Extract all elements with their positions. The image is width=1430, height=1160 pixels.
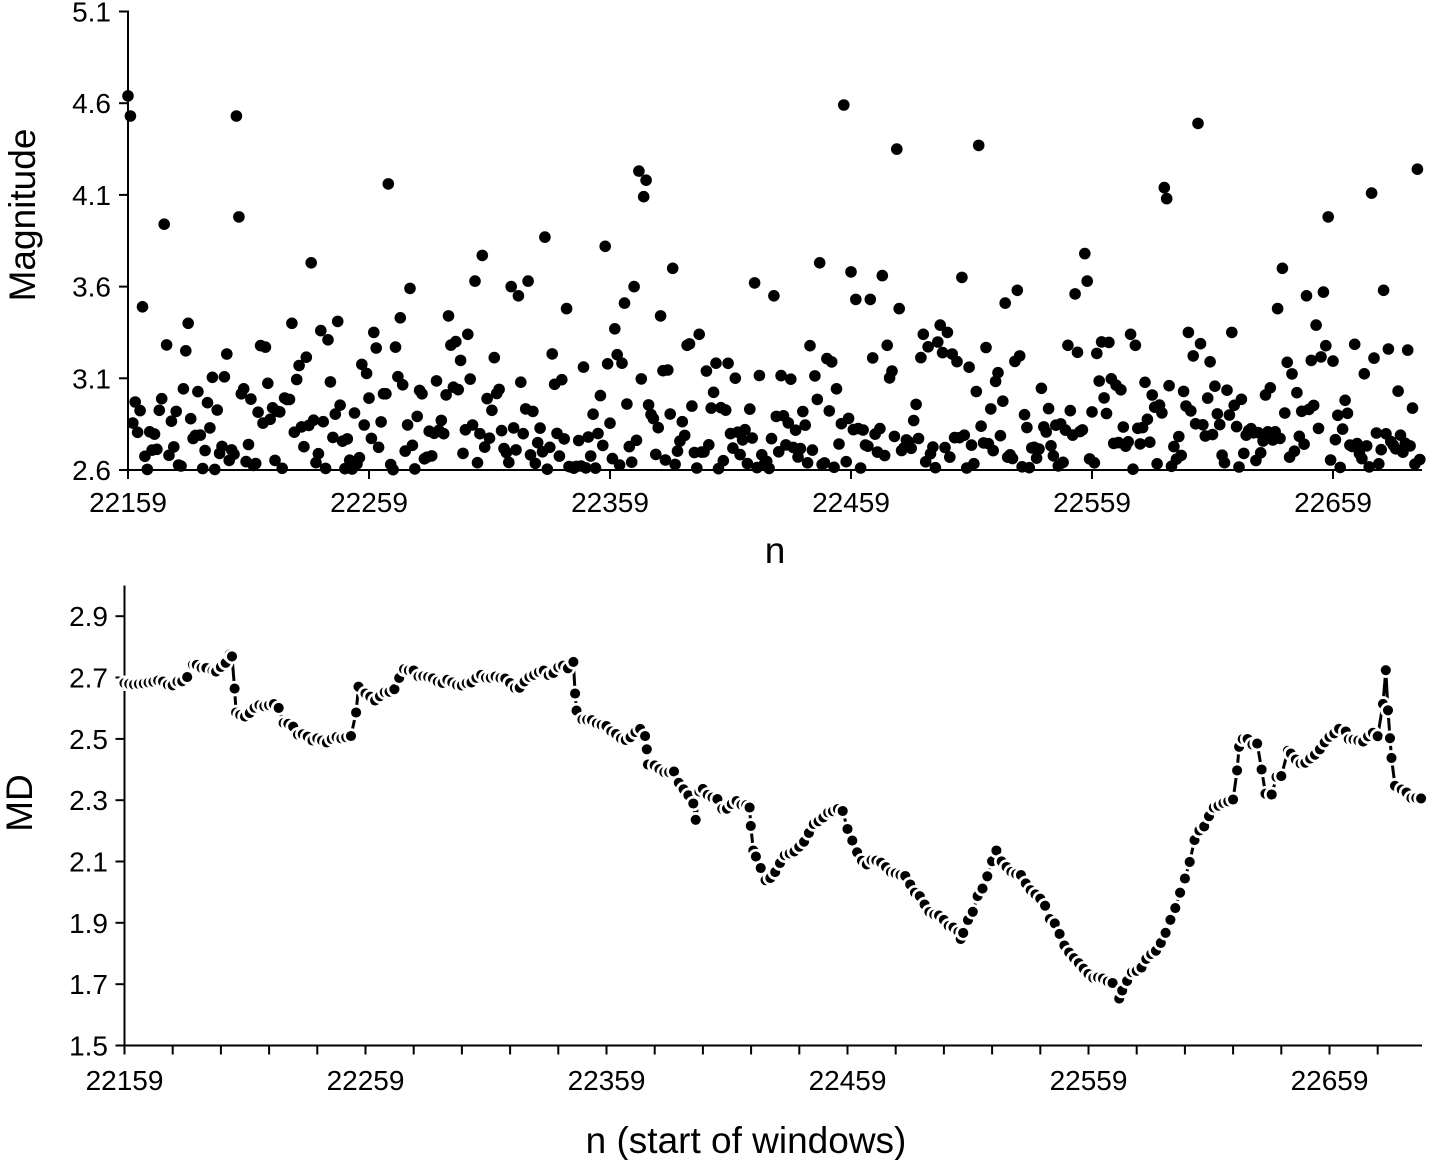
svg-text:22259: 22259 — [327, 1065, 405, 1096]
svg-text:22459: 22459 — [812, 487, 890, 518]
svg-text:Magnitude: Magnitude — [2, 129, 43, 302]
svg-text:2.5: 2.5 — [69, 724, 108, 755]
svg-text:22459: 22459 — [809, 1065, 887, 1096]
svg-text:22359: 22359 — [568, 1065, 646, 1096]
svg-text:22559: 22559 — [1053, 487, 1131, 518]
svg-text:1.5: 1.5 — [69, 1031, 108, 1062]
svg-text:22259: 22259 — [330, 487, 408, 518]
svg-text:1.7: 1.7 — [69, 969, 108, 1000]
svg-text:2.1: 2.1 — [69, 847, 108, 878]
svg-text:1.9: 1.9 — [69, 908, 108, 939]
svg-text:2.9: 2.9 — [69, 601, 108, 632]
svg-text:3.6: 3.6 — [72, 272, 111, 303]
svg-text:4.6: 4.6 — [72, 88, 111, 119]
svg-text:22659: 22659 — [1291, 1065, 1369, 1096]
svg-text:4.1: 4.1 — [72, 180, 111, 211]
svg-text:n (start of windows): n (start of windows) — [586, 1120, 907, 1160]
svg-text:22559: 22559 — [1050, 1065, 1128, 1096]
svg-text:n: n — [765, 530, 786, 571]
svg-text:22159: 22159 — [86, 1065, 164, 1096]
svg-text:5.1: 5.1 — [72, 0, 111, 28]
svg-text:22659: 22659 — [1294, 487, 1372, 518]
svg-text:MD: MD — [0, 774, 40, 832]
svg-text:22159: 22159 — [89, 487, 167, 518]
svg-text:3.1: 3.1 — [72, 363, 111, 394]
svg-text:2.7: 2.7 — [69, 663, 108, 694]
svg-text:2.6: 2.6 — [72, 455, 111, 486]
svg-text:22359: 22359 — [571, 487, 649, 518]
svg-text:2.3: 2.3 — [69, 785, 108, 816]
